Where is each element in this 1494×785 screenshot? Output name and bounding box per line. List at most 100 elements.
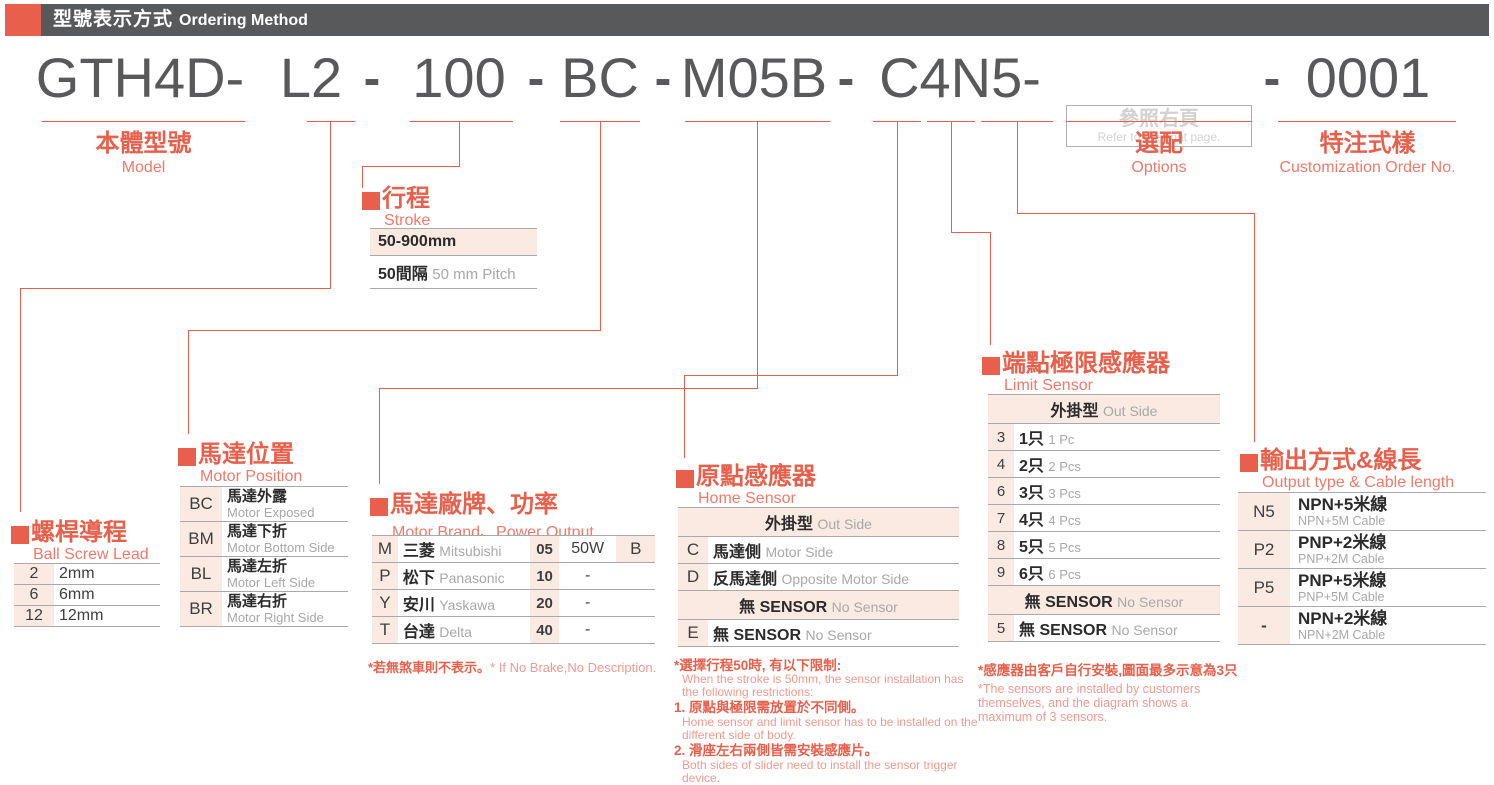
table-row: 4 2只 2 Pcs: [988, 450, 1220, 478]
table-row: T 台達 Delta 40 -: [372, 616, 655, 644]
pn-segment-lead: L2: [279, 46, 343, 109]
ball-screw-lead-table: 2 2mm 6 6mm 12 12mm: [14, 563, 160, 627]
group-stroke-title-en: Stroke: [384, 212, 431, 229]
output-type-value-cn: PNP+2米線: [1298, 533, 1387, 552]
home-sensor-note-2-cn: 1. 原點與極限需放置於不同側。: [674, 700, 865, 715]
home-sensor-note-1-cn: *選擇行程50時, 有以下限制:: [674, 658, 842, 673]
group-ball-screw-title-en: Ball Screw Lead: [33, 546, 149, 563]
limit-sensor-note: *感應器由客戶自行安裝,圖面最多示意為3只 *The sensors are i…: [978, 663, 1238, 724]
output-type-value: PNP+5米線 PNP+5M Cable: [1290, 568, 1486, 607]
home-sensor-notes: *選擇行程50時, 有以下限制: When the stroke is 50mm…: [674, 658, 980, 785]
motor-position-code: BR: [180, 591, 222, 627]
group-motor-position-title-cn: 馬達位置: [198, 441, 294, 468]
tick-limit-sensor: [951, 121, 952, 137]
motor-brand-name-en: Mitsubishi: [439, 543, 502, 559]
group-home-sensor-title-en: Home Sensor: [698, 490, 796, 507]
group-ball-screw-title-cn: 螺桿導程: [31, 519, 127, 546]
table-row: BR 馬達右折 Motor Right Side: [180, 591, 348, 627]
bullet-square-icon: [178, 448, 196, 466]
stroke-pitch-cn: 50間隔: [378, 266, 428, 283]
home-sensor-note-2-en: Home sensor and limit sensor has to be i…: [682, 715, 978, 742]
limit-sensor-code: 5: [988, 614, 1014, 642]
home-sensor-note-1-en: When the stroke is 50mm, the sensor inst…: [682, 672, 964, 699]
tick-output-type: [1017, 121, 1018, 137]
motor-brake-code: [616, 589, 655, 617]
motor-power-code: 20: [530, 589, 559, 617]
home-sensor-code: C: [678, 536, 708, 564]
header-title-cn: 型號表示方式: [53, 9, 174, 30]
table-header-row: 無 SENSOR No Sensor: [678, 590, 959, 620]
motor-position-value-en: Motor Bottom Side: [227, 540, 335, 555]
pn-segment-motor-pos: BC: [561, 46, 639, 109]
home-sensor-note-3-en: Both sides of slider need to install the…: [682, 758, 958, 785]
underline-stroke: [410, 121, 513, 122]
output-type-value-en: NPN+2M Cable: [1298, 628, 1386, 642]
pn-dash-1: -: [363, 50, 381, 106]
table-row: 50-900mm: [370, 228, 537, 256]
limit-sensor-value-en: 6 Pcs: [1048, 567, 1081, 582]
home-sensor-value: 反馬達側 Opposite Motor Side: [708, 563, 959, 591]
table-row: N5 NPN+5米線 NPN+5M Cable: [1238, 492, 1486, 531]
header-accent-block: [5, 4, 41, 36]
stroke-range-value: 50-900mm: [378, 233, 457, 250]
pn-dash-5: -: [1263, 50, 1281, 106]
part-number-row: GTH4D- L2 - 100 - BC - M05B - C4N5- - 00…: [0, 46, 1494, 147]
group-options-title-en: Options: [1131, 159, 1187, 176]
bullet-square-icon: [370, 498, 388, 516]
limit-sensor-value: 1只 1 Pc: [1014, 423, 1220, 451]
leader-ball-screw-v1: [330, 133, 331, 288]
motor-brake-code: [616, 562, 655, 590]
motor-brand-code: Y: [372, 589, 398, 617]
table-row: E 無 SENSOR No Sensor: [678, 619, 959, 647]
page-header: 型號表示方式 Ordering Method: [5, 4, 1489, 36]
table-row: 8 5只 5 Pcs: [988, 531, 1220, 559]
group-customization: 特注式樣 Customization Order No.: [1270, 130, 1465, 178]
table-row: Y 安川 Yaskawa 20 -: [372, 589, 655, 617]
limit-sensor-code: 4: [988, 450, 1014, 478]
ball-screw-code: 6: [14, 584, 54, 606]
group-motor-position: 馬達位置 Motor Position: [178, 434, 302, 486]
leader-limit-sensor-v1: [951, 133, 952, 232]
group-model-title-cn: 本體型號: [95, 130, 192, 157]
motor-power-code: 10: [530, 562, 559, 590]
limit-sensor-value-en: 1 Pc: [1048, 432, 1075, 447]
output-type-value: PNP+2米線 PNP+2M Cable: [1290, 530, 1486, 569]
table-row: BL 馬達左折 Motor Left Side: [180, 556, 348, 592]
limit-sensor-value-cn: 6只: [1019, 566, 1044, 583]
limit-sensor-value-en: 2 Pcs: [1048, 459, 1081, 474]
motor-brand-note-cn: *若無煞車則不表示。: [368, 660, 491, 675]
home-sensor-code: D: [678, 563, 708, 591]
home-sensor-group-header-en: Out Side: [817, 516, 872, 532]
stroke-range-cell: 50-900mm: [370, 228, 537, 256]
motor-brake-code: B: [616, 535, 655, 563]
motor-position-value-en: Motor Exposed: [227, 505, 315, 520]
motor-brand-name-en: Delta: [439, 624, 472, 640]
home-sensor-group-header-en: No Sensor: [831, 599, 898, 615]
motor-brake-code: [616, 616, 655, 644]
home-sensor-group-header-cn: 外掛型: [765, 516, 814, 533]
stroke-table: 50-900mm 50間隔 50 mm Pitch: [370, 228, 537, 289]
table-row: 2 2mm: [14, 563, 160, 585]
leader-motor-pos-v1: [600, 133, 601, 330]
motor-position-table: BC 馬達外露 Motor Exposed BM 馬達下折 Motor Bott…: [180, 486, 348, 627]
output-type-value-cn: NPN+2米線: [1298, 609, 1388, 628]
group-limit-sensor: 端點極限感應器 Limit Sensor: [982, 343, 1170, 395]
limit-sensor-value: 5只 5 Pcs: [1014, 531, 1220, 559]
group-home-sensor: 原點感應器 Home Sensor: [676, 456, 816, 508]
motor-power-value: -: [558, 616, 617, 644]
motor-brand-name: 松下 Panasonic: [397, 562, 531, 590]
options-placeholder-box[interactable]: 參照右頁 Refer to the right page.: [1066, 105, 1252, 147]
leader-home-sensor-v1: [897, 133, 898, 375]
limit-sensor-value: 無 SENSOR No Sensor: [1014, 614, 1220, 642]
group-options-title-cn: 選配: [1135, 130, 1183, 157]
motor-position-value-cn: 馬達外露: [227, 488, 288, 505]
table-row: 3 1只 1 Pc: [988, 423, 1220, 451]
ball-screw-value: 6mm: [54, 584, 160, 606]
pn-segment-sensors: C4N5-: [879, 46, 1041, 109]
leader-ball-screw-v2: [20, 288, 21, 512]
limit-sensor-code: 8: [988, 531, 1014, 559]
header-title: 型號表示方式 Ordering Method: [53, 4, 308, 36]
options-placeholder-en: Refer to the right page.: [1097, 130, 1221, 144]
leader-ball-screw-h: [20, 288, 331, 289]
home-sensor-value-cn: 無 SENSOR: [713, 627, 802, 644]
